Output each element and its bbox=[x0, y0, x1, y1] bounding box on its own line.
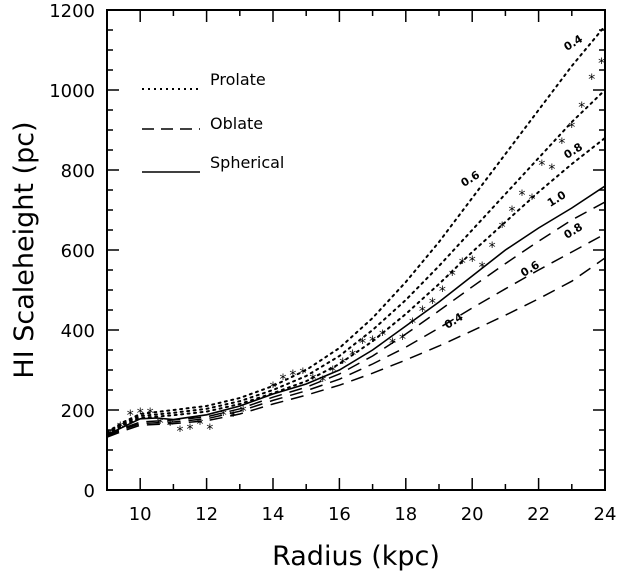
legend-oblate-label: Oblate bbox=[210, 114, 263, 133]
observed-point: * bbox=[167, 418, 174, 434]
observed-point: * bbox=[339, 356, 346, 372]
observed-point: * bbox=[319, 374, 326, 390]
observed-point: * bbox=[409, 316, 416, 332]
observed-point: * bbox=[389, 336, 396, 352]
observed-point: * bbox=[279, 372, 286, 388]
x-tick-label: 22 bbox=[527, 504, 550, 525]
y-tick-label: 1200 bbox=[49, 1, 95, 22]
y-tick-label: 400 bbox=[61, 321, 95, 342]
observed-point: * bbox=[459, 256, 466, 272]
curve-labels: 0.40.60.81.00.80.60.4 bbox=[442, 32, 585, 332]
observed-point: * bbox=[240, 404, 247, 420]
observed-point: * bbox=[289, 368, 296, 384]
observed-point: * bbox=[299, 366, 306, 382]
observed-point: * bbox=[509, 204, 516, 220]
observed-point: * bbox=[220, 408, 227, 424]
y-axis-title: HI Scaleheight (pc) bbox=[9, 121, 40, 378]
x-tick-label: 18 bbox=[394, 504, 417, 525]
curve-solid-1-0 bbox=[107, 185, 605, 436]
observed-point: * bbox=[538, 158, 545, 174]
observed-points: * ** * ** * * * * ** * ** * * * * ** * ** * * * *** **** * *****… bbox=[107, 56, 605, 444]
y-tick-label: 800 bbox=[61, 161, 95, 182]
x-tick-label: 16 bbox=[328, 504, 351, 525]
curve-label-dotted-0-4: 0.4 bbox=[562, 32, 586, 54]
observed-point: * bbox=[187, 422, 194, 438]
x-tick-label: 20 bbox=[461, 504, 484, 525]
observed-point: * bbox=[548, 162, 555, 178]
observed-point: * bbox=[439, 284, 446, 300]
x-tick-label: 10 bbox=[129, 504, 152, 525]
curve-label-dotted-0-6: 0.6 bbox=[459, 168, 483, 190]
observed-point: * bbox=[369, 334, 376, 350]
observed-point: * bbox=[489, 240, 496, 256]
y-tick-label: 200 bbox=[61, 401, 95, 422]
observed-point: * bbox=[499, 220, 506, 236]
observed-point: * bbox=[309, 372, 316, 388]
legend-prolate-label: Prolate bbox=[210, 70, 266, 89]
x-tick-label: 12 bbox=[195, 504, 218, 525]
curve-dashed-0-4 bbox=[107, 257, 605, 438]
curve-dashed-0-6 bbox=[107, 233, 605, 438]
observed-point: * bbox=[469, 254, 476, 270]
observed-point: * bbox=[107, 428, 114, 444]
observed-point: * bbox=[419, 304, 426, 320]
observed-point: * bbox=[578, 100, 585, 116]
y-tick-label: 0 bbox=[84, 481, 95, 502]
observed-point: * bbox=[519, 188, 526, 204]
x-axis-title: Radius (kpc) bbox=[272, 541, 440, 572]
observed-point: * bbox=[449, 268, 456, 284]
curve-label-solid-1-0: 1.0 bbox=[545, 188, 569, 210]
observed-point: * bbox=[196, 417, 203, 433]
observed-point: * bbox=[379, 328, 386, 344]
observed-point: * bbox=[598, 56, 605, 72]
observed-point: * bbox=[479, 260, 486, 276]
x-tick-label: 14 bbox=[262, 504, 285, 525]
curve-label-dashed-0-6: 0.6 bbox=[518, 258, 542, 280]
curve-dotted-0-6 bbox=[107, 89, 605, 434]
observed-point: * bbox=[588, 72, 595, 88]
observed-point: * bbox=[349, 348, 356, 364]
curve-dotted-0-4 bbox=[107, 25, 605, 433]
curve-dashed-0-8 bbox=[107, 201, 605, 437]
observed-point: * bbox=[359, 336, 366, 352]
observed-point: * bbox=[558, 136, 565, 152]
observed-point: * bbox=[147, 406, 154, 422]
observed-point: * bbox=[399, 332, 406, 348]
x-tick-labels: 10 12 14 16 18 20 22 24 bbox=[129, 504, 617, 525]
legend: Prolate Oblate Spherical bbox=[142, 70, 284, 173]
observed-point: * bbox=[206, 422, 213, 438]
y-tick-label: 600 bbox=[61, 241, 95, 262]
observed-point: * bbox=[429, 296, 436, 312]
observed-point: * bbox=[177, 424, 184, 440]
axis-ticks bbox=[106, 9, 606, 491]
curve-dotted-0-8 bbox=[107, 137, 605, 435]
observed-point: * bbox=[329, 364, 336, 380]
model-curves bbox=[107, 25, 605, 438]
legend-spherical-label: Spherical bbox=[210, 153, 284, 172]
observed-point: * bbox=[137, 406, 144, 422]
observed-point: * bbox=[127, 408, 134, 424]
y-tick-labels: 0 200 400 600 800 1000 1200 bbox=[49, 1, 95, 502]
observed-point: * bbox=[157, 416, 164, 432]
observed-point: * bbox=[568, 120, 575, 136]
observed-point: * bbox=[528, 192, 535, 208]
observed-point: * bbox=[270, 380, 277, 396]
y-tick-label: 1000 bbox=[49, 81, 95, 102]
observed-point: * bbox=[117, 420, 124, 436]
observed-point: * bbox=[230, 409, 237, 425]
x-tick-label: 24 bbox=[594, 504, 617, 525]
